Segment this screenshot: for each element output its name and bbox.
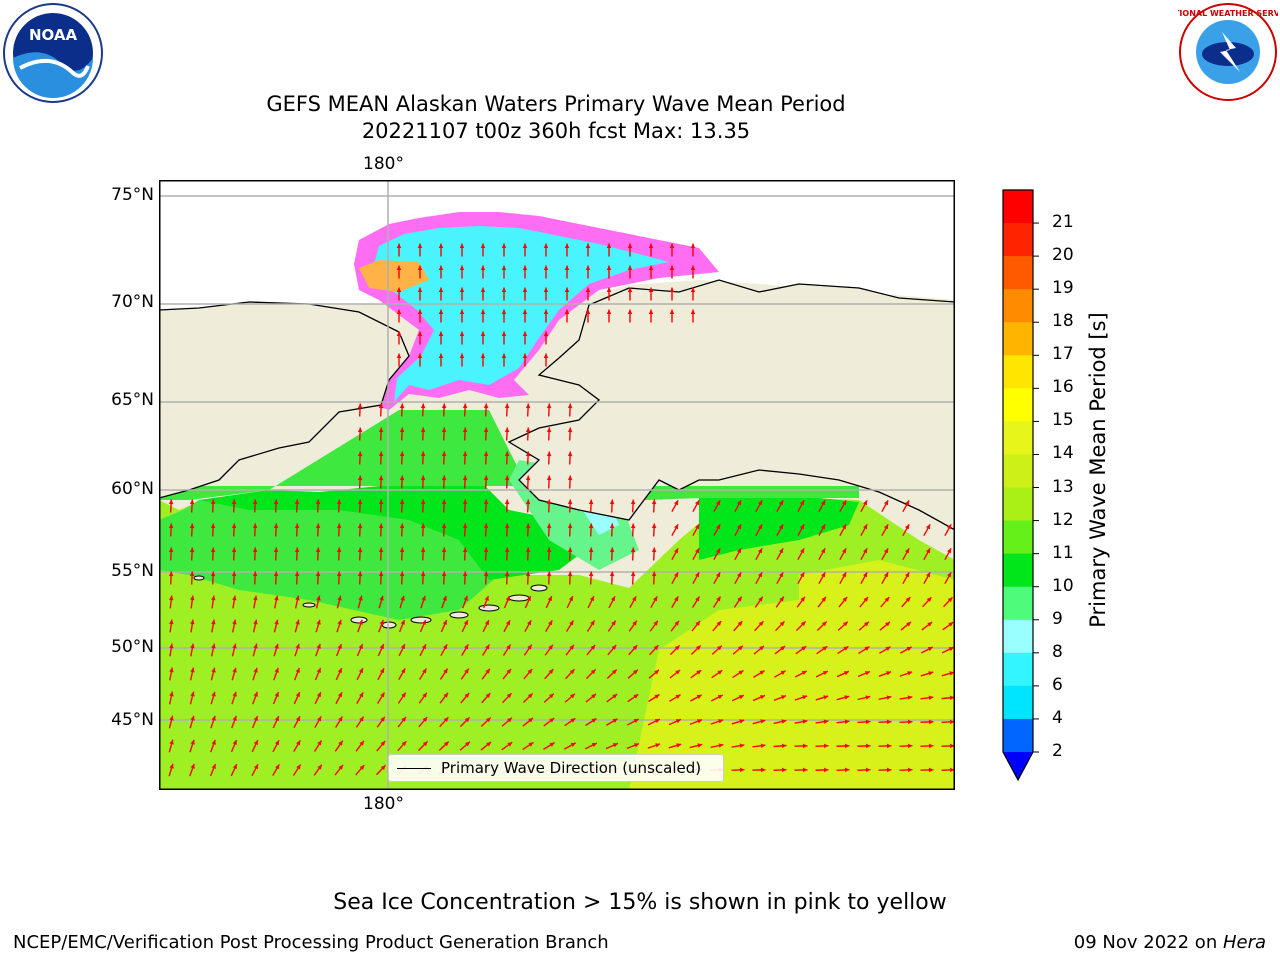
- colorbar-tick-label: 21: [1052, 212, 1074, 232]
- colorbar-segment: [1003, 223, 1033, 257]
- wave-period-map: [159, 180, 955, 790]
- colorbar-tick-label: 13: [1052, 477, 1074, 497]
- colorbar-segment: [1003, 256, 1033, 290]
- noaa-logo-text: NOAA: [29, 26, 78, 44]
- lat-label-70: 70°N: [84, 292, 154, 312]
- nws-logo: NATIONAL WEATHER SERVICE: [1178, 2, 1278, 102]
- colorbar-segment: [1003, 289, 1033, 323]
- colorbar-tick-label: 12: [1052, 510, 1074, 530]
- footer-branch: NCEP/EMC/Verification Post Processing Pr…: [13, 932, 609, 953]
- colorbar-segment: [1003, 190, 1033, 224]
- lat-label-75: 75°N: [84, 185, 154, 205]
- colorbar-segment: [1003, 388, 1033, 422]
- colorbar-segment: [1003, 521, 1033, 555]
- lat-label-45: 45°N: [84, 710, 154, 730]
- colorbar-segment: [1003, 686, 1033, 720]
- colorbar-segment: [1003, 421, 1033, 455]
- colorbar-tick-label: 10: [1052, 576, 1074, 596]
- lat-label-65: 65°N: [84, 390, 154, 410]
- colorbar: [995, 180, 1045, 790]
- colorbar-segment: [1003, 488, 1033, 522]
- colorbar-extend: [1003, 752, 1033, 780]
- colorbar-tick-label: 15: [1052, 410, 1074, 430]
- colorbar-segment: [1003, 322, 1033, 356]
- colorbar-segment: [1003, 554, 1033, 588]
- colorbar-segment: [1003, 719, 1033, 753]
- plot-title-line1: GEFS MEAN Alaskan Waters Primary Wave Me…: [0, 91, 1112, 117]
- colorbar-segment: [1003, 355, 1033, 389]
- colorbar-tick-label: 19: [1052, 278, 1074, 298]
- colorbar-tick-label: 2: [1052, 741, 1063, 761]
- lat-label-50: 50°N: [84, 637, 154, 657]
- footer-date: 09 Nov 2022 on Hera: [1074, 932, 1266, 953]
- plot-title-line2: 20221107 t00z 360h fcst Max: 13.35: [0, 118, 1112, 144]
- sea-ice-note: Sea Ice Concentration > 15% is shown in …: [0, 890, 1280, 915]
- colorbar-segment: [1003, 587, 1033, 621]
- lon-label-bottom: 180°: [363, 794, 404, 814]
- colorbar-tick-label: 18: [1052, 311, 1074, 331]
- colorbar-tick-label: 9: [1052, 609, 1063, 629]
- colorbar-tick-label: 4: [1052, 708, 1063, 728]
- colorbar-segment: [1003, 454, 1033, 488]
- nws-logo-text: NATIONAL WEATHER SERVICE: [1178, 9, 1278, 18]
- colorbar-tick-label: 16: [1052, 377, 1074, 397]
- footer-date-text: 09 Nov 2022 on: [1074, 932, 1223, 953]
- colorbar-tick-label: 14: [1052, 443, 1074, 463]
- legend-label: Primary Wave Direction (unscaled): [441, 759, 701, 777]
- legend-line-icon: [397, 768, 431, 769]
- colorbar-tick-label: 17: [1052, 344, 1074, 364]
- noaa-logo: NOAA: [2, 2, 104, 104]
- colorbar-tick-label: 8: [1052, 642, 1063, 662]
- lon-label-top: 180°: [363, 154, 404, 174]
- lat-label-60: 60°N: [84, 479, 154, 499]
- colorbar-tick-label: 11: [1052, 543, 1074, 563]
- colorbar-tick-label: 6: [1052, 675, 1063, 695]
- map-legend: Primary Wave Direction (unscaled): [388, 754, 724, 782]
- footer-machine: Hera: [1223, 932, 1266, 953]
- colorbar-segment: [1003, 620, 1033, 654]
- lat-label-55: 55°N: [84, 561, 154, 581]
- colorbar-tick-label: 20: [1052, 245, 1074, 265]
- colorbar-segment: [1003, 653, 1033, 687]
- colorbar-label: Primary Wave Mean Period [s]: [1086, 312, 1110, 628]
